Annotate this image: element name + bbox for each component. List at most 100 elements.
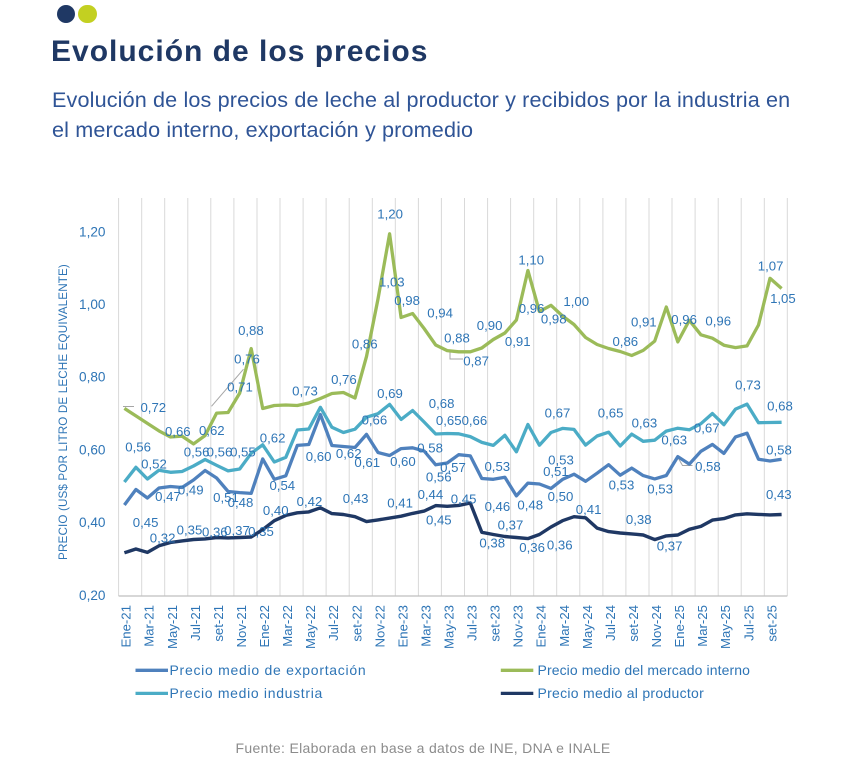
svg-text:0,62: 0,62 <box>260 430 286 445</box>
svg-text:0,90: 0,90 <box>477 318 503 333</box>
svg-text:Jul-25: Jul-25 <box>741 605 756 641</box>
svg-text:0,43: 0,43 <box>343 491 369 506</box>
svg-text:0,32: 0,32 <box>150 531 176 546</box>
svg-text:1,05: 1,05 <box>770 291 796 306</box>
svg-text:0,54: 0,54 <box>269 478 295 493</box>
svg-text:Ene-21: Ene-21 <box>119 605 134 648</box>
svg-text:set-24: set-24 <box>626 605 641 642</box>
svg-text:0,53: 0,53 <box>548 453 574 468</box>
svg-text:0,96: 0,96 <box>705 314 731 329</box>
svg-text:0,57: 0,57 <box>440 460 466 475</box>
svg-text:0,45: 0,45 <box>426 512 452 527</box>
svg-text:Mar-21: Mar-21 <box>142 605 157 647</box>
svg-text:0,66: 0,66 <box>165 424 191 439</box>
svg-text:May-24: May-24 <box>580 605 595 649</box>
svg-text:0,50: 0,50 <box>548 489 574 504</box>
svg-text:0,40: 0,40 <box>263 503 289 518</box>
svg-text:0,91: 0,91 <box>505 334 531 349</box>
svg-text:0,65: 0,65 <box>436 413 462 428</box>
svg-text:0,60: 0,60 <box>306 449 332 464</box>
svg-text:set-25: set-25 <box>764 605 779 642</box>
svg-text:0,56: 0,56 <box>125 439 151 454</box>
svg-text:0,53: 0,53 <box>609 478 635 493</box>
svg-text:1,10: 1,10 <box>518 252 544 267</box>
svg-text:0,35: 0,35 <box>248 524 274 539</box>
svg-text:1,20: 1,20 <box>377 206 403 221</box>
svg-text:0,76: 0,76 <box>331 372 357 387</box>
svg-text:1,20: 1,20 <box>79 224 106 239</box>
svg-text:May-21: May-21 <box>165 605 180 649</box>
svg-text:0,56: 0,56 <box>184 445 210 460</box>
svg-text:set-21: set-21 <box>211 605 226 642</box>
svg-text:0,80: 0,80 <box>79 370 106 385</box>
svg-text:Fuente: Elaborada en base a da: Fuente: Elaborada en base a datos de INE… <box>236 740 611 756</box>
svg-text:0,36: 0,36 <box>519 540 545 555</box>
svg-text:0,71: 0,71 <box>227 380 253 395</box>
svg-text:0,38: 0,38 <box>479 536 505 551</box>
svg-text:0,69: 0,69 <box>377 386 403 401</box>
svg-text:Ene-22: Ene-22 <box>257 605 272 648</box>
svg-text:0,72: 0,72 <box>140 400 166 415</box>
svg-text:1,07: 1,07 <box>758 259 784 274</box>
svg-text:Jul-23: Jul-23 <box>465 605 480 641</box>
svg-text:0,37: 0,37 <box>498 517 524 532</box>
svg-text:0,86: 0,86 <box>352 336 378 351</box>
svg-text:0,96: 0,96 <box>671 312 697 327</box>
svg-text:0,37: 0,37 <box>657 539 683 554</box>
svg-text:0,73: 0,73 <box>292 384 318 399</box>
svg-text:Ene-25: Ene-25 <box>672 605 687 648</box>
svg-text:0,58: 0,58 <box>695 459 721 474</box>
svg-text:0,76: 0,76 <box>234 352 260 367</box>
svg-text:0,35: 0,35 <box>177 523 203 538</box>
svg-text:0,87: 0,87 <box>463 353 489 368</box>
svg-text:Precio medio del mercado inter: Precio medio del mercado interno <box>538 662 751 678</box>
svg-text:0,36: 0,36 <box>202 525 228 540</box>
svg-text:Jul-22: Jul-22 <box>326 605 341 641</box>
svg-text:0,98: 0,98 <box>541 311 567 326</box>
svg-text:0,52: 0,52 <box>141 456 167 471</box>
svg-text:Jul-24: Jul-24 <box>603 605 618 641</box>
svg-text:Mar-25: Mar-25 <box>695 605 710 647</box>
svg-text:0,94: 0,94 <box>427 306 453 321</box>
svg-text:0,51: 0,51 <box>543 464 569 479</box>
svg-text:May-23: May-23 <box>442 605 457 649</box>
svg-text:0,61: 0,61 <box>354 455 380 470</box>
svg-text:0,65: 0,65 <box>598 406 624 421</box>
svg-text:0,46: 0,46 <box>485 499 511 514</box>
svg-text:Nov-22: Nov-22 <box>372 605 387 648</box>
svg-text:0,45: 0,45 <box>133 515 159 530</box>
svg-text:0,53: 0,53 <box>484 459 510 474</box>
svg-text:0,98: 0,98 <box>394 293 420 308</box>
svg-text:0,60: 0,60 <box>390 454 416 469</box>
svg-text:set-23: set-23 <box>488 605 503 642</box>
svg-text:0,56: 0,56 <box>207 445 233 460</box>
svg-text:0,62: 0,62 <box>199 423 225 438</box>
svg-text:0,73: 0,73 <box>735 378 761 393</box>
svg-text:Precio medio al productor: Precio medio al productor <box>538 685 705 701</box>
svg-text:Nov-23: Nov-23 <box>511 605 526 648</box>
svg-text:PRECIO (US$ POR LITRO DE LECHE: PRECIO (US$ POR LITRO DE LECHE EQUIVALEN… <box>57 264 70 560</box>
svg-text:0,48: 0,48 <box>517 498 543 513</box>
svg-text:0,96: 0,96 <box>519 301 545 316</box>
svg-text:0,20: 0,20 <box>79 588 106 603</box>
svg-text:0,58: 0,58 <box>766 443 792 458</box>
svg-text:0,66: 0,66 <box>362 412 388 427</box>
svg-text:0,88: 0,88 <box>444 330 470 345</box>
svg-text:0,63: 0,63 <box>632 416 658 431</box>
svg-text:0,41: 0,41 <box>576 502 602 517</box>
svg-text:0,62: 0,62 <box>336 446 362 461</box>
svg-text:0,36: 0,36 <box>547 538 573 553</box>
svg-text:0,67: 0,67 <box>694 420 720 435</box>
svg-text:0,60: 0,60 <box>79 442 106 457</box>
svg-text:0,91: 0,91 <box>631 315 657 330</box>
svg-text:Ene-23: Ene-23 <box>395 605 410 648</box>
svg-text:0,41: 0,41 <box>387 496 413 511</box>
svg-text:Mar-22: Mar-22 <box>280 605 295 647</box>
svg-text:Precio medio industria: Precio medio industria <box>170 685 323 701</box>
svg-text:0,53: 0,53 <box>647 481 673 496</box>
svg-text:0,48: 0,48 <box>228 495 254 510</box>
svg-text:0,68: 0,68 <box>767 399 793 414</box>
svg-text:0,88: 0,88 <box>238 323 264 338</box>
svg-text:0,56: 0,56 <box>426 469 452 484</box>
svg-text:Mar-23: Mar-23 <box>418 605 433 647</box>
